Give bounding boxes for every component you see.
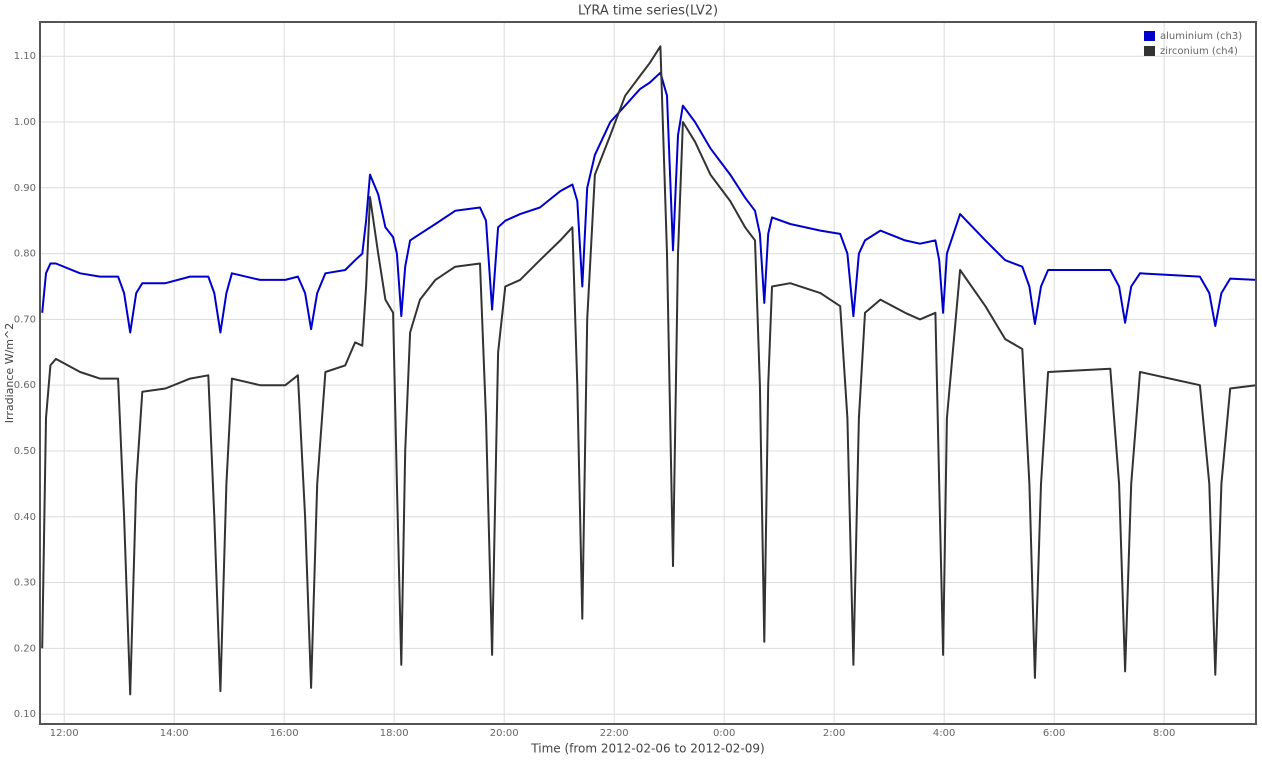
x-tick-label: 18:00 <box>380 728 409 739</box>
x-tick-label: 12:00 <box>50 728 79 739</box>
y-tick-label: 0.50 <box>14 446 36 457</box>
y-axis-title: Irradiance W/m^2 <box>3 323 16 423</box>
y-tick-label: 0.30 <box>14 578 36 589</box>
x-tick-label: 8:00 <box>1153 728 1175 739</box>
y-tick-label: 1.00 <box>14 117 36 128</box>
x-tick-label: 6:00 <box>1043 728 1065 739</box>
x-axis-title: Time (from 2012-02-06 to 2012-02-09) <box>530 742 764 756</box>
x-tick-label: 22:00 <box>600 728 629 739</box>
y-tick-label: 0.10 <box>14 709 36 720</box>
legend-swatch <box>1144 46 1155 56</box>
x-tick-label: 20:00 <box>490 728 519 739</box>
y-tick-label: 0.40 <box>14 512 36 523</box>
x-tick-label: 4:00 <box>933 728 955 739</box>
y-tick-label: 0.80 <box>14 249 36 260</box>
y-tick-label: 0.60 <box>14 380 36 391</box>
plot-frame <box>39 21 1257 725</box>
legend-label: zirconium (ch4) <box>1160 46 1238 57</box>
x-tick-label: 14:00 <box>160 728 189 739</box>
y-tick-label: 1.10 <box>14 51 36 62</box>
x-tick-label: 16:00 <box>270 728 299 739</box>
x-tick-label: 2:00 <box>823 728 845 739</box>
y-tick-label: 0.90 <box>14 183 36 194</box>
legend-label: aluminium (ch3) <box>1160 31 1242 42</box>
y-tick-label: 0.20 <box>14 643 36 654</box>
y-tick-label: 0.70 <box>14 314 36 325</box>
series-line <box>41 71 1257 334</box>
chart-title: LYRA time series(LV2) <box>578 4 718 19</box>
series-line <box>41 45 1257 696</box>
legend-swatch <box>1144 31 1155 41</box>
x-tick-label: 0:00 <box>713 728 735 739</box>
